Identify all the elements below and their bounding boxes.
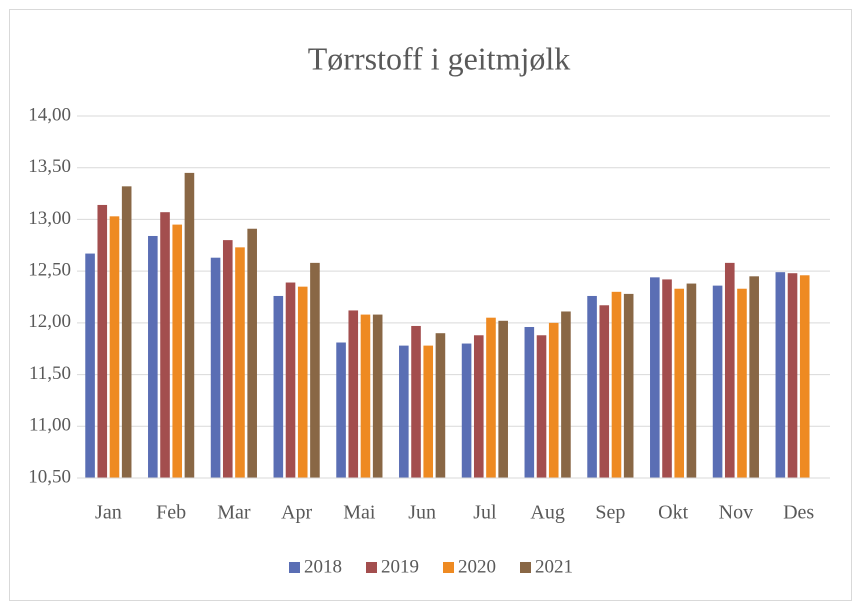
- bar: [310, 262, 320, 478]
- bar: [222, 240, 233, 478]
- bar: [686, 283, 697, 478]
- bar: [235, 247, 245, 478]
- x-tick-label: Okt: [658, 502, 688, 524]
- bar: [799, 275, 810, 478]
- bar: [787, 273, 798, 478]
- bar: [247, 228, 257, 478]
- x-tick-label: Sep: [595, 502, 625, 524]
- chart-title: Tørrstoff i geitmjølk: [308, 40, 570, 76]
- bar: [435, 333, 446, 478]
- legend-swatch: [366, 562, 377, 573]
- bar: [623, 293, 634, 478]
- bar: [172, 224, 183, 478]
- bar: [599, 305, 610, 478]
- x-tick-label: Aug: [530, 502, 564, 524]
- bar: [148, 235, 158, 478]
- bar: [97, 204, 108, 478]
- bar: [561, 311, 571, 478]
- y-tick-label: 12,00: [28, 311, 71, 332]
- legend-swatch: [289, 562, 300, 573]
- legend-label: 2021: [535, 556, 573, 577]
- bar: [536, 335, 547, 478]
- bar: [461, 343, 472, 478]
- bar: [775, 272, 786, 478]
- y-tick-label: 13,50: [28, 156, 71, 177]
- legend-label: 2019: [381, 556, 419, 577]
- bar: [423, 345, 434, 478]
- bar: [160, 212, 170, 478]
- bar: [737, 288, 747, 478]
- bar: [650, 277, 660, 478]
- y-tick-label: 14,00: [28, 104, 71, 125]
- x-tick-label: Mar: [217, 502, 251, 524]
- bar: [611, 291, 622, 478]
- legend-swatch: [443, 562, 454, 573]
- bar: [109, 216, 120, 478]
- bar: [411, 325, 421, 478]
- bar: [486, 317, 496, 478]
- x-tick-label: Feb: [156, 502, 186, 524]
- y-tick-label: 13,00: [28, 208, 71, 229]
- bar: [297, 286, 308, 478]
- legend-swatch: [520, 562, 531, 573]
- bar: [587, 295, 597, 478]
- bar: [749, 276, 759, 478]
- bar: [399, 345, 409, 478]
- bar: [662, 279, 672, 478]
- bar: [724, 262, 735, 478]
- bar: [285, 282, 296, 478]
- legend-label: 2018: [304, 556, 342, 577]
- y-tick-label: 11,50: [29, 363, 71, 384]
- bar: [498, 320, 508, 478]
- legend-label: 2020: [458, 556, 496, 577]
- x-tick-label: Des: [783, 502, 814, 524]
- bar: [674, 288, 685, 478]
- x-tick-label: Nov: [719, 502, 753, 524]
- bar: [336, 342, 346, 478]
- y-tick-label: 11,00: [29, 415, 71, 436]
- bar: [210, 257, 221, 478]
- x-tick-label: Apr: [281, 502, 312, 524]
- x-tick-label: Jul: [473, 502, 497, 524]
- bar: [348, 310, 359, 478]
- y-tick-label: 10,50: [28, 466, 71, 487]
- bar: [360, 314, 371, 478]
- y-tick-label: 12,50: [28, 260, 71, 281]
- bar: [121, 186, 132, 478]
- bar: [273, 295, 284, 478]
- bar: [85, 253, 95, 478]
- bar: [712, 285, 723, 478]
- x-tick-label: Jun: [408, 502, 436, 524]
- bar: [548, 322, 559, 478]
- bar: [184, 172, 195, 478]
- bar: [524, 326, 535, 478]
- x-tick-label: Jan: [95, 502, 122, 524]
- x-tick-label: Mai: [343, 502, 376, 524]
- bar: [372, 314, 383, 478]
- bar: [473, 335, 484, 478]
